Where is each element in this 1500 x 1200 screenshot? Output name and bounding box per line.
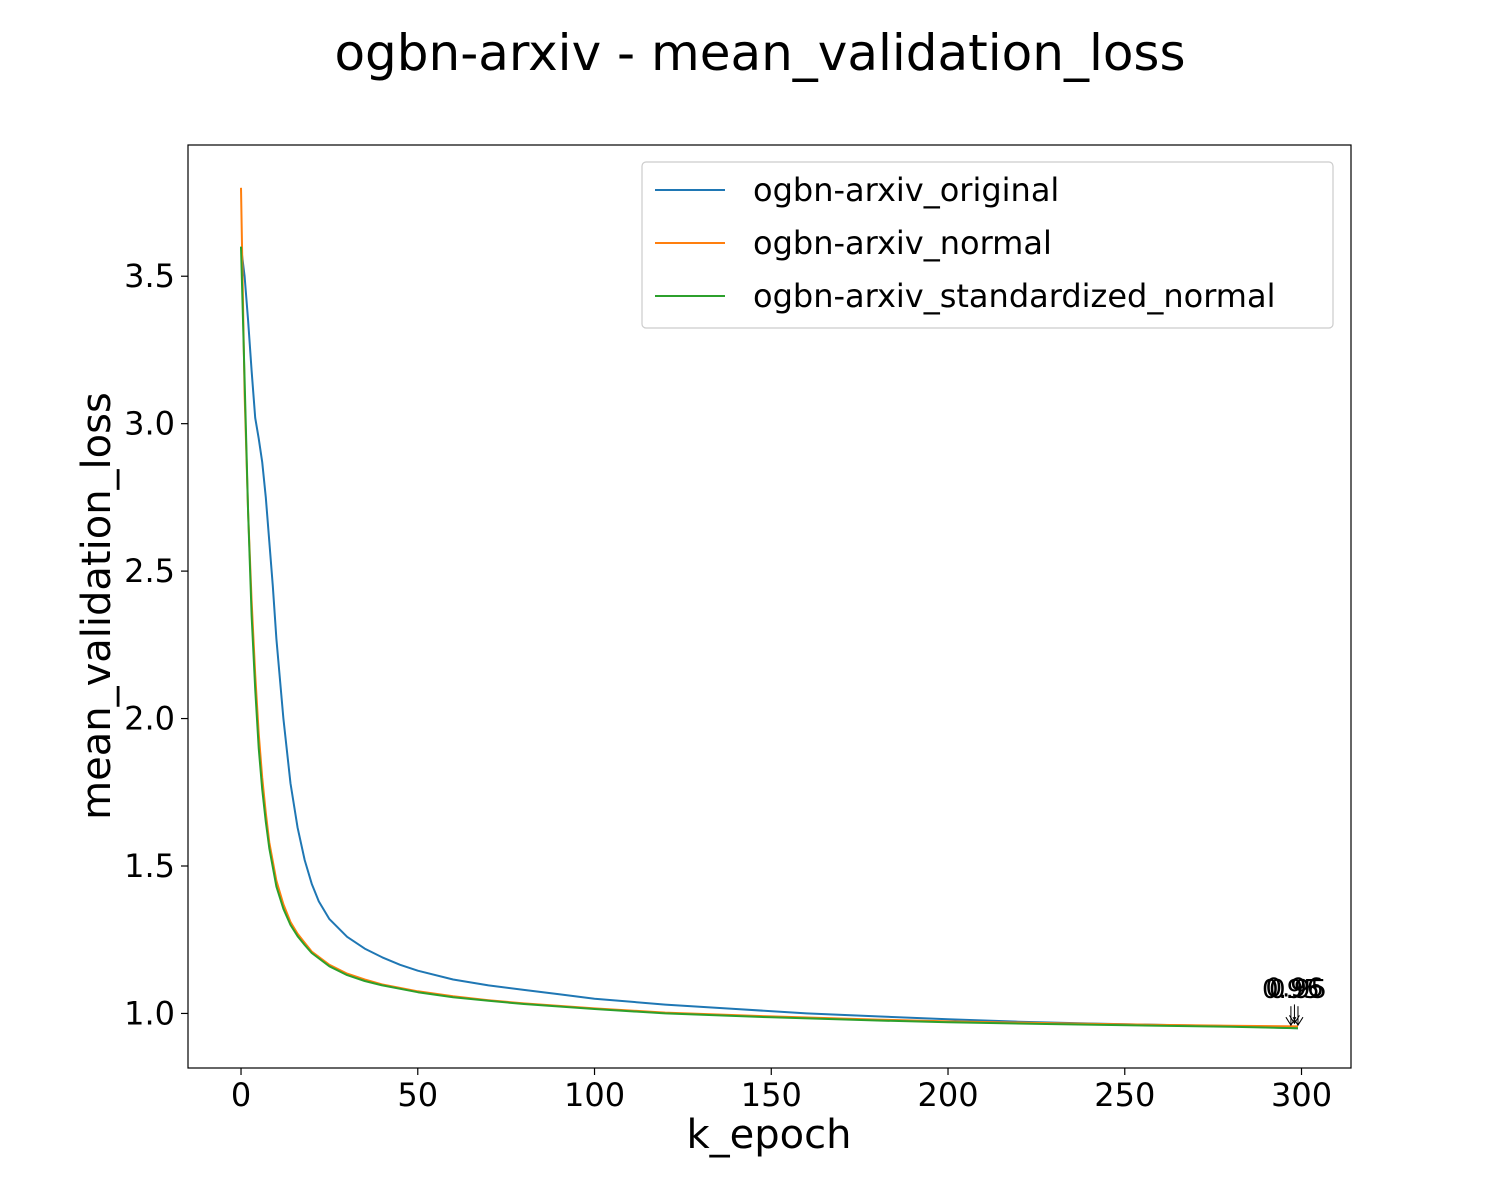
legend-box [641,161,1334,329]
x-tick-label: 50 [397,1076,438,1114]
end-value-label: 0.95 [1262,975,1320,1005]
x-tick-label: 200 [917,1076,978,1114]
y-tick-label: 2.0 [124,700,175,738]
y-axis-ticks: 1.0 1.5 2.0 2.5 3.0 3.5 [124,257,188,1032]
chart-title: ogbn-arxiv - mean_validation_loss [334,24,1185,82]
y-tick-label: 1.0 [124,994,175,1032]
end-value-label: 0.95 [1269,975,1327,1005]
end-value-label: 0.96 [1265,973,1323,1003]
x-axis-ticks: 0 50 100 150 200 250 300 [231,1068,1332,1114]
x-tick-label: 150 [741,1076,802,1114]
y-tick-label: 1.5 [124,847,175,885]
series-line-ogbn-arxiv_standardized_normal [240,246,1299,1030]
x-tick-label: 250 [1094,1076,1155,1114]
legend: ogbn-arxiv_original ogbn-arxiv_normalogbn… [641,161,1334,329]
annotation-layer: 0.950.960.95 [1262,973,1327,1027]
y-tick-label: 2.5 [124,552,175,590]
series-line-ogbn-arxiv_original [240,246,1299,1030]
legend-label: ogbn-arxiv_standardized_normal [753,277,1275,315]
legend-entries: ogbn-arxiv_original ogbn-arxiv_normalogbn… [655,171,1275,315]
y-tick-label: 3.0 [124,405,175,443]
x-tick-label: 300 [1271,1076,1332,1114]
y-axis-label: mean_validation_loss [74,392,120,820]
x-tick-label: 100 [564,1076,625,1114]
series-layer [240,187,1299,1030]
plot-frame [187,144,1352,1069]
annotation-arrowhead [1292,1016,1304,1027]
x-axis-label: k_epoch [687,1112,852,1158]
y-tick-label: 3.5 [124,257,175,295]
legend-label: ogbn-arxiv_normal [753,224,1052,262]
x-tick-label: 0 [231,1076,251,1114]
legend-label: ogbn-arxiv_original [753,171,1059,209]
